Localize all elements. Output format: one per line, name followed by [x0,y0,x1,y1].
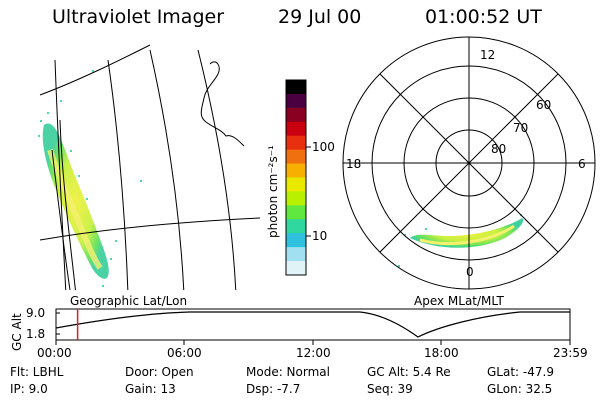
geo-grid-lines [39,44,260,290]
timeline-xtick-1800: 18:00 [424,346,459,360]
coastline [200,61,245,147]
altitude-curve [55,311,570,338]
scale-tick-100: 100 [312,140,335,154]
info-glon: GLon: 32.5 [487,382,553,396]
timeline-ytick-1.8: 1.8 [26,327,46,341]
color-scale-segment [286,93,306,109]
color-scale-segment [286,219,306,234]
info-ip: IP: 9.0 [10,382,48,396]
lat-label-60: 60 [536,98,552,112]
mlt-label-0: 0 [466,265,474,279]
color-scale-segment [286,135,306,151]
timeline-xtick-0600: 06:00 [167,346,202,360]
color-scale-segment [286,205,306,220]
color-scale-segment [286,233,306,248]
timeline-xtick-1200: 12:00 [296,346,331,360]
info-gcalt: GC Alt: 5.4 Re [367,365,451,379]
color-scale-segment [286,191,306,206]
polar-caption: Apex MLat/MLT [414,294,504,308]
timeline-xtick-2359: 23:59 [553,346,588,360]
info-gain: Gain: 13 [125,382,176,396]
color-scale-segment [286,247,306,262]
timeline-ytick-9: 9.0 [26,306,46,320]
color-scale-segment [286,149,306,165]
color-scale-segment [286,163,306,178]
info-filter: Flt: LBHL [10,365,64,379]
scale-unit-label: photon cm⁻²s⁻¹ [266,145,280,238]
timeline-xtick-0000: 00:00 [37,346,72,360]
info-seq: Seq: 39 [367,382,413,396]
polar-plot [342,36,596,290]
mlt-label-18: 18 [346,157,362,171]
mlt-label-6: 6 [578,157,586,171]
info-mode: Mode: Normal [246,365,330,379]
color-scale-bar [286,80,306,276]
geographic-caption: Geographic Lat/Lon [70,294,188,308]
timeline-ylabel: GC Alt [10,313,24,351]
color-scale-segment [286,107,306,123]
color-scale-segment [286,80,306,95]
color-scale-segment [286,177,306,192]
date-label: 29 Jul 00 [278,6,362,28]
color-scale-segment [286,121,306,137]
info-dsp: Dsp: -7.7 [246,382,301,396]
lat-label-70: 70 [513,121,529,135]
scale-tick-10: 10 [312,229,328,243]
color-scale-segment [286,261,306,276]
aurora-emission-polar [398,214,524,267]
info-glat: GLat: -47.9 [487,365,554,379]
mlt-label-12: 12 [480,48,496,62]
altitude-timeline [55,308,571,345]
lat-label-80: 80 [491,142,507,156]
info-door: Door: Open [125,365,194,379]
time-label: 01:00:52 UT [425,6,542,28]
geographic-map [38,44,260,290]
instrument-title: Ultraviolet Imager [52,6,225,28]
